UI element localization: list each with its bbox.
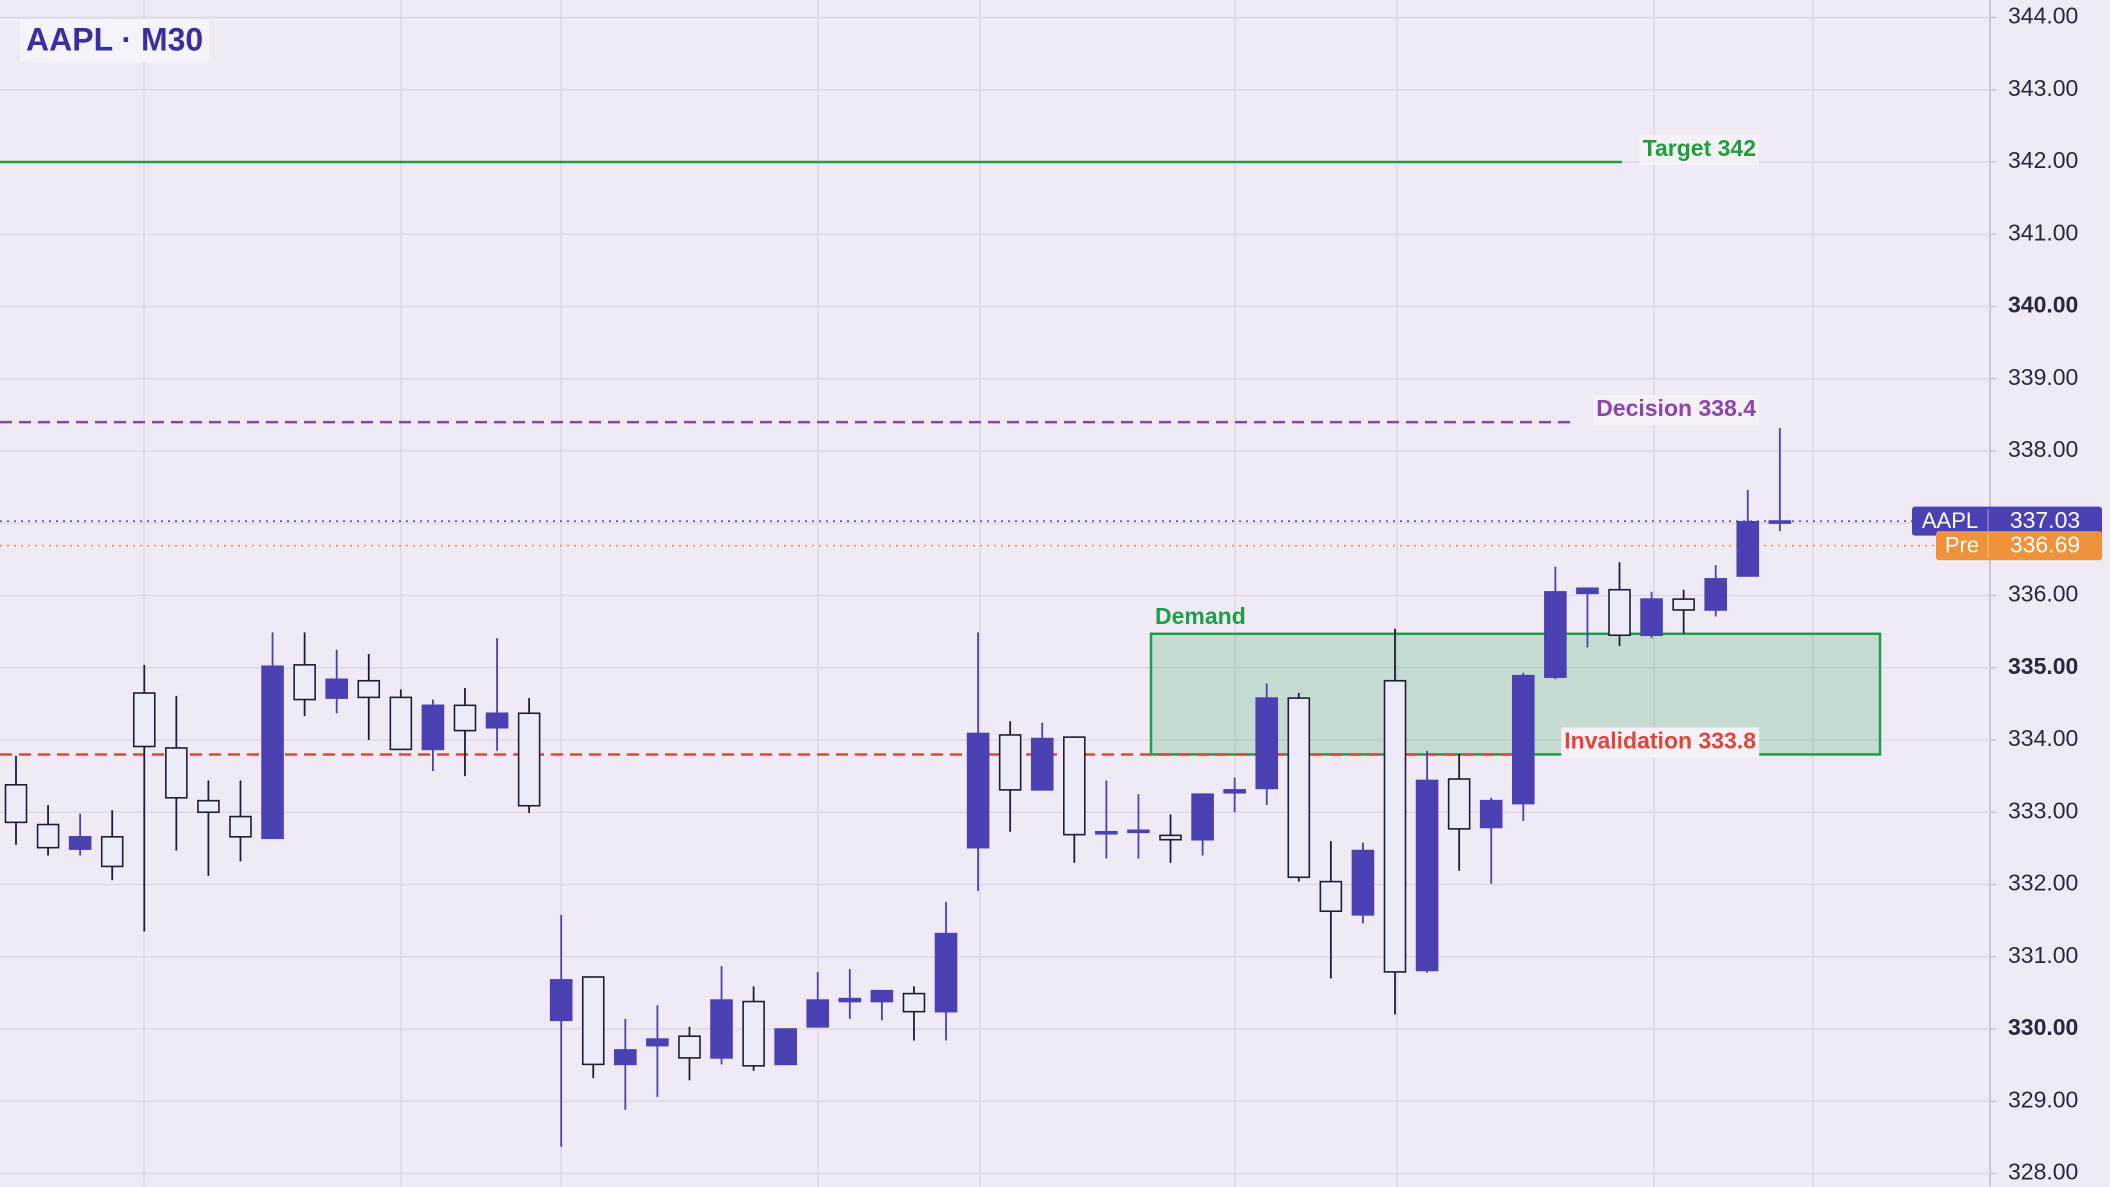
candle-body <box>870 989 894 1003</box>
y-tick-label: 329.00 <box>2008 1086 2078 1112</box>
candle-body <box>1447 778 1471 830</box>
price-tag-value: 337.03 <box>2010 507 2080 533</box>
y-tick-label: 340.00 <box>2008 292 2078 318</box>
candle-body <box>132 692 156 748</box>
candle-body <box>165 747 188 799</box>
candle-body <box>1479 799 1503 829</box>
candle-body <box>1127 829 1150 834</box>
level-label-bg <box>1639 135 1759 165</box>
candle-body <box>614 1049 637 1066</box>
price-tag-value: 336.69 <box>2010 532 2080 558</box>
candle-body <box>549 979 573 1022</box>
candle-body <box>1319 880 1343 913</box>
candle-body <box>806 999 830 1028</box>
y-tick-label: 333.00 <box>2008 797 2078 823</box>
candle-body <box>1351 849 1375 916</box>
candle-body <box>517 712 541 807</box>
price-tag-name: AAPL <box>1922 508 1978 533</box>
candle-body <box>1704 578 1728 611</box>
candle-body <box>4 783 28 824</box>
candle-body <box>36 823 60 849</box>
chart-title: AAPL · M30 <box>26 21 203 57</box>
candle-body <box>710 999 733 1059</box>
candle-body <box>389 696 413 751</box>
candle-body <box>293 664 316 701</box>
candle-body <box>421 704 445 751</box>
candle-body <box>261 665 284 840</box>
y-tick-label: 332.00 <box>2008 870 2078 896</box>
candle-body <box>774 1028 797 1066</box>
candle-body <box>1576 587 1599 595</box>
candle-body <box>934 932 958 1013</box>
level-label: Invalidation 333.8 <box>1564 728 1756 754</box>
grid <box>143 0 1814 1187</box>
candle-body <box>357 679 381 699</box>
level-label-bg <box>1593 395 1760 426</box>
y-tick-label: 334.00 <box>2008 725 2078 751</box>
candle-body <box>1191 793 1214 841</box>
candle-body <box>1640 598 1663 637</box>
candle-body <box>1383 679 1407 973</box>
candle-body <box>68 836 92 850</box>
candle-body <box>966 732 990 849</box>
candle-body <box>1159 834 1182 841</box>
candle-body <box>1511 674 1535 805</box>
candle-body <box>1223 789 1246 794</box>
candle-body <box>453 704 477 732</box>
y-tick-label: 342.00 <box>2008 147 2078 173</box>
candle-body <box>998 734 1022 791</box>
level-label: Decision 338.4 <box>1596 395 1756 421</box>
candle-body <box>100 836 124 868</box>
y-tick-label: 328.00 <box>2008 1159 2078 1185</box>
candle-body <box>1287 697 1311 879</box>
price-tag <box>1912 506 2102 536</box>
price-tag <box>1936 531 2102 561</box>
candle-body <box>646 1038 669 1047</box>
candle-body <box>1736 521 1760 577</box>
candle-body <box>1095 830 1118 835</box>
y-tick-label: 338.00 <box>2008 436 2078 462</box>
y-tick-label: 331.00 <box>2008 942 2078 968</box>
candle-body <box>1608 588 1631 637</box>
zone-label: Demand <box>1155 603 1246 629</box>
y-tick-label: 330.00 <box>2008 1014 2078 1040</box>
level-label: Target 342 <box>1643 135 1756 161</box>
candle-body <box>838 997 862 1003</box>
candle-body <box>485 712 509 729</box>
y-tick-label: 335.00 <box>2008 653 2078 679</box>
price-tag-name: Pre <box>1945 532 1979 557</box>
title-bg <box>20 20 210 62</box>
candle-body <box>902 992 926 1013</box>
candle-body <box>1063 736 1086 836</box>
candle-body <box>229 815 252 838</box>
candle-body <box>325 678 349 699</box>
candle-body <box>1768 520 1792 524</box>
y-tick-label: 343.00 <box>2008 75 2078 101</box>
y-tick-label: 339.00 <box>2008 364 2078 390</box>
candle-body <box>742 1000 765 1067</box>
candle-body <box>581 976 605 1066</box>
candle-body <box>197 799 220 814</box>
y-tick-label: 341.00 <box>2008 219 2078 245</box>
level-label-bg <box>1561 727 1760 758</box>
candle-body <box>678 1035 701 1059</box>
candle-body <box>1415 779 1439 972</box>
candle-body <box>1544 591 1567 678</box>
candle-body <box>1030 737 1054 791</box>
candle-body <box>1672 598 1695 611</box>
y-tick-label: 344.00 <box>2008 3 2078 29</box>
candle-body <box>1255 697 1279 790</box>
y-tick-label: 336.00 <box>2008 581 2078 607</box>
